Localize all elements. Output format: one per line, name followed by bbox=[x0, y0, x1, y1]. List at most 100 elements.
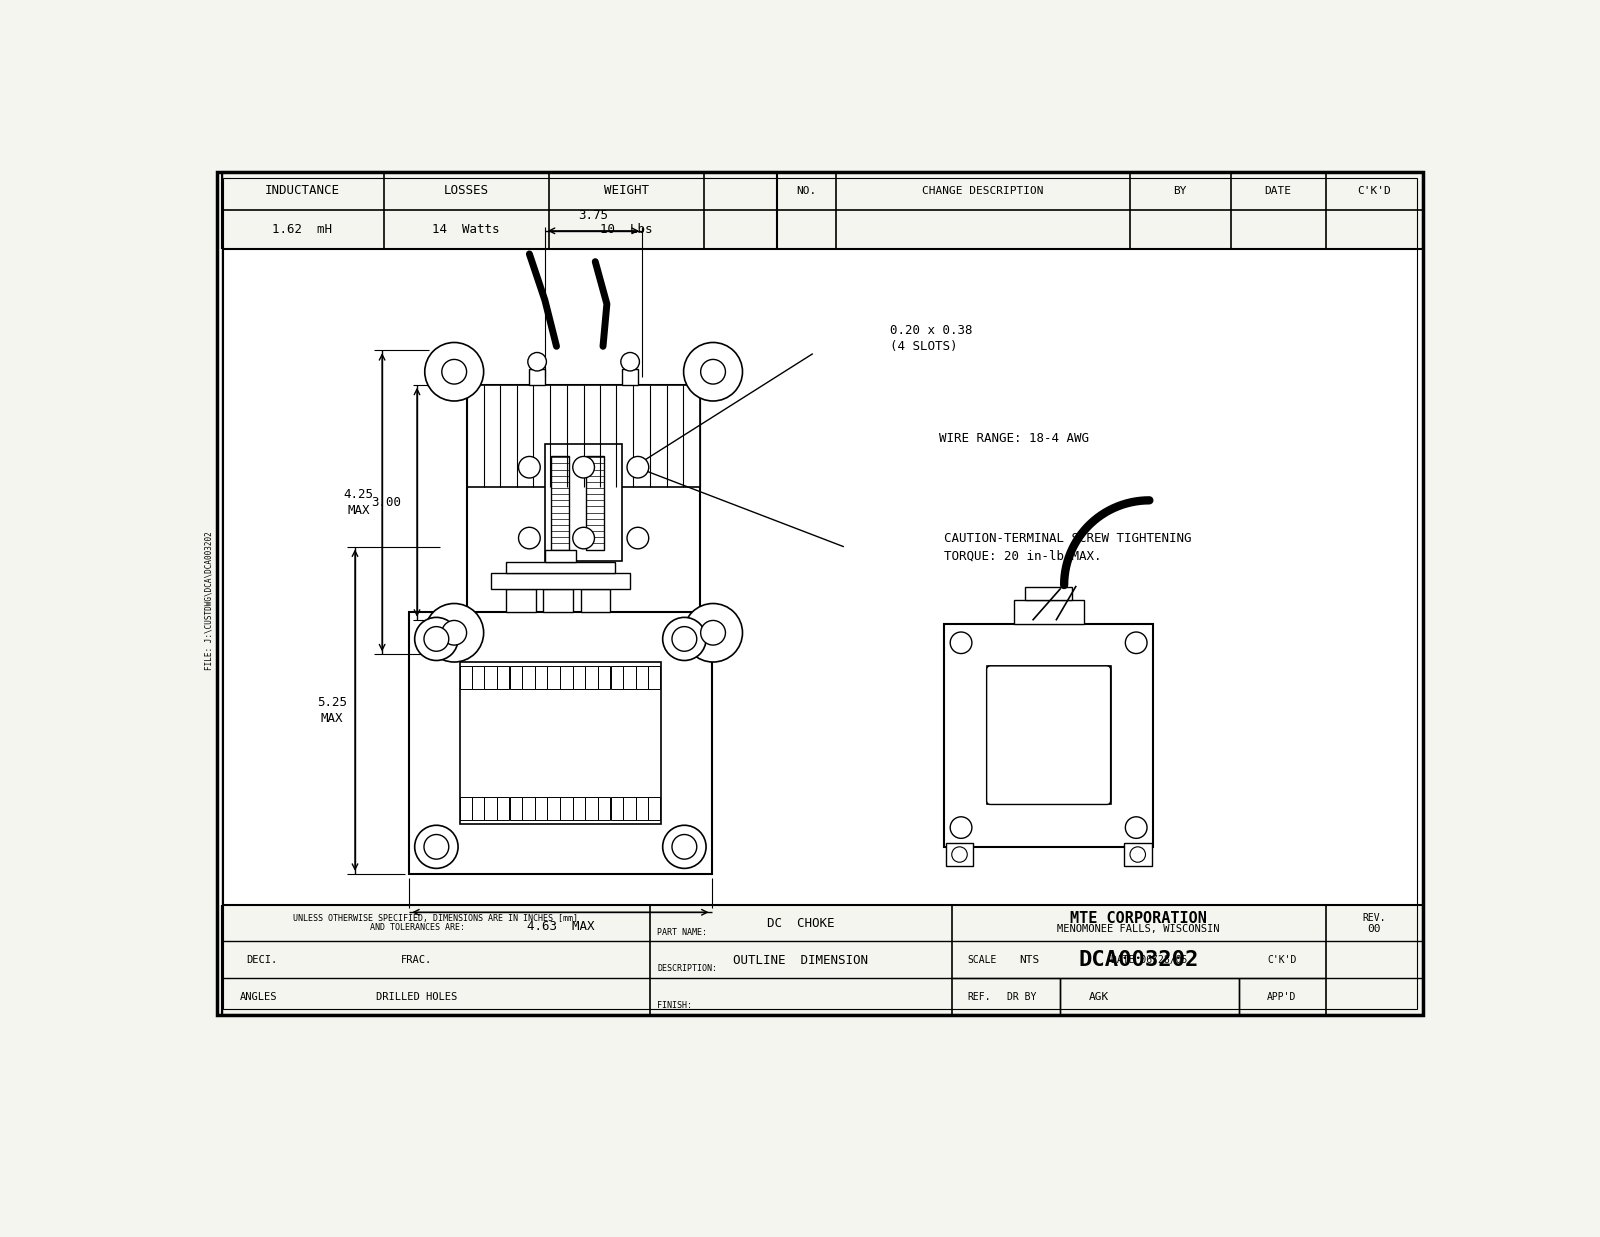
Bar bbox=[573, 797, 586, 820]
Circle shape bbox=[414, 825, 458, 868]
Circle shape bbox=[424, 627, 448, 651]
Text: BY: BY bbox=[1174, 186, 1187, 195]
Circle shape bbox=[424, 835, 448, 860]
Circle shape bbox=[1130, 847, 1146, 862]
Text: MAX: MAX bbox=[347, 503, 370, 517]
Bar bbox=[523, 797, 534, 820]
Bar bbox=[530, 370, 546, 385]
Text: WEIGHT: WEIGHT bbox=[603, 184, 648, 197]
Circle shape bbox=[627, 456, 648, 477]
Circle shape bbox=[662, 825, 706, 868]
Bar bbox=[987, 666, 1110, 804]
Circle shape bbox=[414, 617, 458, 661]
Text: MENOMONEE FALLS, WISCONSIN: MENOMONEE FALLS, WISCONSIN bbox=[1058, 924, 1219, 934]
Text: FRAC.: FRAC. bbox=[402, 955, 432, 965]
Text: DCA003202: DCA003202 bbox=[1078, 950, 1198, 970]
Text: UNLESS OTHERWISE SPECIFIED, DIMENSIONS ARE IN INCHES [mm]: UNLESS OTHERWISE SPECIFIED, DIMENSIONS A… bbox=[293, 914, 578, 923]
Text: DATE: DATE bbox=[1264, 186, 1291, 195]
Bar bbox=[1026, 586, 1072, 600]
Bar bbox=[546, 444, 622, 562]
Text: INDUCTANCE: INDUCTANCE bbox=[266, 184, 339, 197]
Circle shape bbox=[950, 632, 971, 653]
Circle shape bbox=[662, 617, 706, 661]
Bar bbox=[944, 623, 1154, 847]
Text: LOSSES: LOSSES bbox=[443, 184, 488, 197]
Bar bbox=[510, 797, 522, 820]
Bar bbox=[544, 589, 573, 612]
Text: 00: 00 bbox=[1368, 924, 1381, 934]
Bar bbox=[498, 797, 509, 820]
Bar bbox=[560, 797, 573, 820]
Text: ANGLES: ANGLES bbox=[240, 992, 277, 1002]
Bar bbox=[218, 172, 1422, 1014]
Text: (4 SLOTS): (4 SLOTS) bbox=[890, 340, 957, 353]
Text: PART NAME:: PART NAME: bbox=[658, 928, 707, 936]
Bar bbox=[586, 666, 597, 689]
Bar bbox=[498, 666, 509, 689]
Bar bbox=[546, 550, 576, 562]
Text: DECI.: DECI. bbox=[246, 955, 278, 965]
Bar bbox=[622, 370, 638, 385]
Bar bbox=[611, 797, 622, 820]
Circle shape bbox=[573, 527, 595, 549]
Text: NTS: NTS bbox=[1019, 955, 1040, 965]
Bar bbox=[459, 666, 472, 689]
Text: DESCRIPTION:: DESCRIPTION: bbox=[658, 965, 717, 974]
Circle shape bbox=[518, 456, 541, 477]
Bar bbox=[581, 589, 610, 612]
Bar bbox=[1014, 600, 1083, 623]
Bar bbox=[622, 666, 635, 689]
Text: NO.: NO. bbox=[795, 186, 816, 195]
Text: LABEL: LABEL bbox=[1043, 719, 1054, 752]
Text: 3.75: 3.75 bbox=[578, 209, 608, 221]
Bar bbox=[218, 172, 1422, 1014]
Bar bbox=[534, 797, 547, 820]
Text: 3.00: 3.00 bbox=[371, 496, 402, 510]
Bar bbox=[560, 666, 573, 689]
Bar bbox=[597, 666, 610, 689]
Text: FILE: J:\CUSTDWG\DCA\DCA003202: FILE: J:\CUSTDWG\DCA\DCA003202 bbox=[205, 531, 213, 669]
Circle shape bbox=[424, 604, 483, 662]
Bar bbox=[523, 666, 534, 689]
Bar bbox=[506, 589, 536, 612]
Bar bbox=[611, 666, 622, 689]
Bar bbox=[510, 666, 522, 689]
Bar bbox=[467, 385, 699, 620]
Circle shape bbox=[627, 527, 648, 549]
Bar bbox=[550, 455, 570, 549]
Bar bbox=[506, 562, 614, 574]
Bar bbox=[472, 666, 485, 689]
Text: 5.25: 5.25 bbox=[317, 696, 347, 709]
Circle shape bbox=[683, 604, 742, 662]
Bar bbox=[648, 666, 661, 689]
Text: TORQUE: 20 in-lb MAX.: TORQUE: 20 in-lb MAX. bbox=[944, 549, 1101, 563]
Text: 4.25: 4.25 bbox=[344, 489, 374, 501]
Bar bbox=[485, 797, 498, 820]
Bar bbox=[491, 574, 630, 589]
Circle shape bbox=[1125, 816, 1147, 839]
Text: CHANGE DESCRIPTION: CHANGE DESCRIPTION bbox=[922, 186, 1043, 195]
Bar bbox=[410, 612, 712, 873]
Bar bbox=[648, 797, 661, 820]
Text: APP'D: APP'D bbox=[1267, 992, 1296, 1002]
Bar bbox=[472, 797, 485, 820]
Text: 1.62  mH: 1.62 mH bbox=[272, 223, 333, 236]
Bar bbox=[547, 666, 560, 689]
Text: WIRE RANGE: 18-4 AWG: WIRE RANGE: 18-4 AWG bbox=[939, 432, 1088, 445]
Circle shape bbox=[952, 847, 968, 862]
Circle shape bbox=[573, 456, 595, 477]
Bar bbox=[635, 797, 648, 820]
Bar bbox=[459, 797, 472, 820]
Text: C'K'D: C'K'D bbox=[1357, 186, 1390, 195]
Text: MAX: MAX bbox=[320, 711, 342, 725]
Text: SCALE: SCALE bbox=[968, 955, 997, 965]
Bar bbox=[586, 797, 597, 820]
Circle shape bbox=[518, 527, 541, 549]
Bar bbox=[224, 178, 1416, 1008]
Bar bbox=[218, 249, 1422, 904]
Bar bbox=[597, 797, 610, 820]
Text: DATE 06/28/05: DATE 06/28/05 bbox=[1110, 955, 1187, 965]
Circle shape bbox=[424, 343, 483, 401]
Bar bbox=[635, 666, 648, 689]
Text: REV.: REV. bbox=[1362, 913, 1386, 924]
